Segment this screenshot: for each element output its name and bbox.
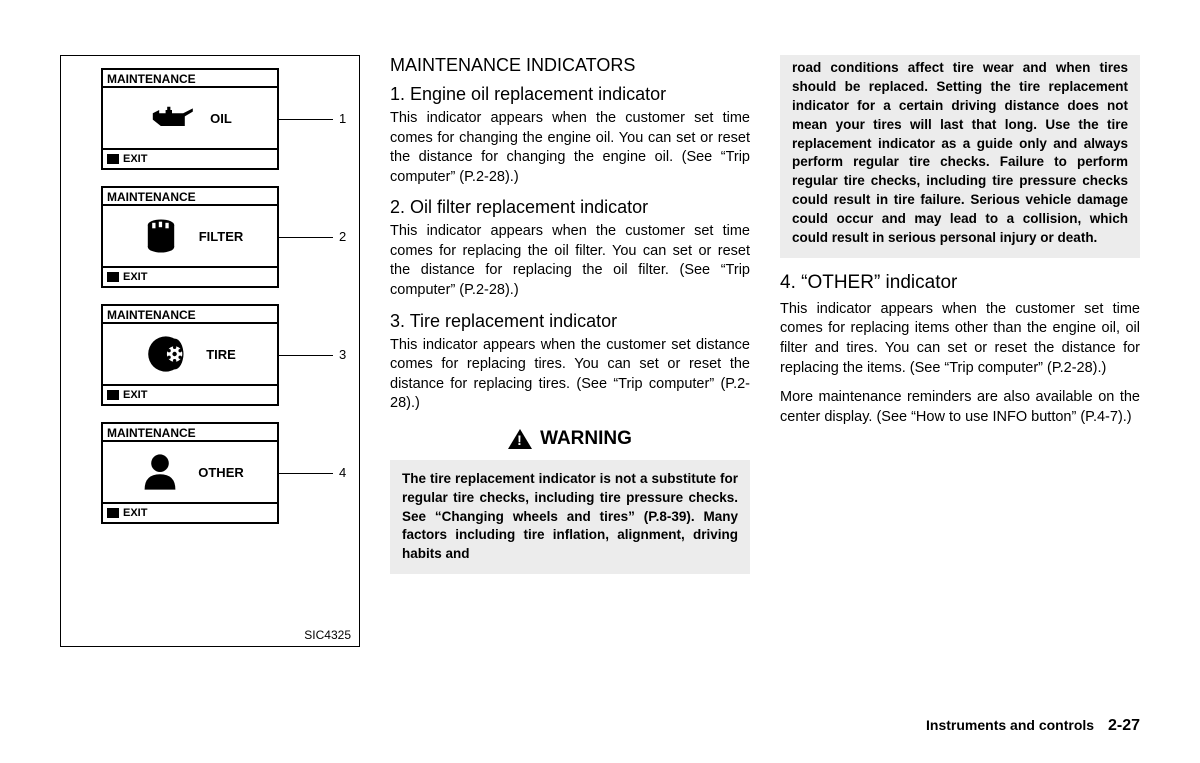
footer-page: 2-27	[1108, 717, 1140, 734]
maintenance-figure: MAINTENANCE OIL EXIT 1 MAINTENANCE	[60, 55, 360, 647]
panel-tire: MAINTENANCE TIRE EXIT 3	[101, 304, 299, 406]
panel-header: MAINTENANCE	[103, 188, 277, 206]
oil-can-icon	[148, 96, 196, 140]
panel-exit: EXIT	[103, 504, 277, 522]
subhead-oil: 1. Engine oil replacement indicator	[390, 84, 750, 105]
page-footer: Instruments and controls 2-27	[926, 717, 1140, 735]
panel-header: MAINTENANCE	[103, 424, 277, 442]
person-icon	[136, 450, 184, 494]
panel-label: FILTER	[199, 229, 244, 244]
subhead-other: 4. “OTHER” indicator	[780, 272, 1140, 294]
panel-header: MAINTENANCE	[103, 306, 277, 324]
warning-box-part2: road conditions affect tire wear and whe…	[780, 55, 1140, 258]
warning-triangle-icon	[508, 429, 532, 449]
callout-number: 2	[339, 229, 346, 244]
body-oil: This indicator appears when the customer…	[390, 109, 750, 187]
callout-number: 4	[339, 465, 346, 480]
subhead-filter: 2. Oil filter replacement indicator	[390, 197, 750, 218]
body-filter: This indicator appears when the customer…	[390, 222, 750, 300]
panel-oil: MAINTENANCE OIL EXIT 1	[101, 68, 299, 170]
body-other-2: More maintenance reminders are also avai…	[780, 388, 1140, 427]
warning-label: WARNING	[540, 428, 632, 450]
body-tire: This indicator appears when the customer…	[390, 336, 750, 414]
body-other-1: This indicator appears when the customer…	[780, 300, 1140, 378]
panel-exit: EXIT	[103, 268, 277, 286]
footer-section: Instruments and controls	[926, 717, 1094, 733]
oil-filter-icon	[137, 214, 185, 258]
figure-code: SIC4325	[304, 628, 351, 642]
panel-exit: EXIT	[103, 386, 277, 404]
panel-label: TIRE	[206, 347, 236, 362]
panel-label: OIL	[210, 111, 232, 126]
warning-box-part1: The tire replacement indicator is not a …	[390, 460, 750, 574]
callout-number: 1	[339, 111, 346, 126]
panel-label: OTHER	[198, 465, 244, 480]
tire-icon	[144, 332, 192, 376]
panel-filter: MAINTENANCE FILTER EXIT 2	[101, 186, 299, 288]
subhead-tire: 3. Tire replacement indicator	[390, 311, 750, 332]
callout-number: 3	[339, 347, 346, 362]
panel-exit: EXIT	[103, 150, 277, 168]
panel-other: MAINTENANCE OTHER EXIT 4	[101, 422, 299, 524]
section-title: MAINTENANCE INDICATORS	[390, 55, 750, 76]
panel-header: MAINTENANCE	[103, 70, 277, 88]
warning-heading: WARNING	[390, 428, 750, 450]
